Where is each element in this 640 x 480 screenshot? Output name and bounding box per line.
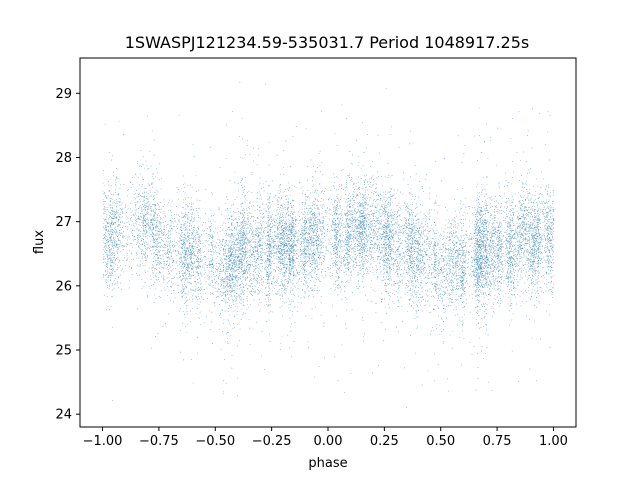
y-tick-label: 28 xyxy=(55,151,72,166)
x-axis-ticks: −1.00 −0.75 −0.50 −0.25 0.00 0.25 0.50 0.75 1.00 xyxy=(83,427,568,449)
x-tick-label: −0.25 xyxy=(252,434,292,449)
y-tick-label: 27 xyxy=(55,215,72,230)
x-axis-label: phase xyxy=(308,456,347,471)
x-tick-label: 0.50 xyxy=(426,434,455,449)
y-tick-label: 25 xyxy=(55,343,72,358)
y-tick-label: 24 xyxy=(55,408,72,423)
data-points xyxy=(102,82,554,408)
y-axis-ticks: 24 25 26 27 28 29 xyxy=(55,87,80,423)
x-tick-label: −0.75 xyxy=(139,434,179,449)
x-tick-label: 0.00 xyxy=(314,434,343,449)
chart-title: 1SWASPJ121234.59-535031.7 Period 1048917… xyxy=(125,33,530,52)
x-tick-label: −0.50 xyxy=(195,434,235,449)
x-tick-label: 0.75 xyxy=(483,434,512,449)
x-tick-label: 1.00 xyxy=(539,434,568,449)
y-axis-label: flux xyxy=(32,230,47,254)
flux-scatter-points xyxy=(102,82,554,408)
x-tick-label: −1.00 xyxy=(83,434,123,449)
x-tick-label: 0.25 xyxy=(370,434,399,449)
y-tick-label: 29 xyxy=(55,87,72,102)
y-tick-label: 26 xyxy=(55,279,72,294)
